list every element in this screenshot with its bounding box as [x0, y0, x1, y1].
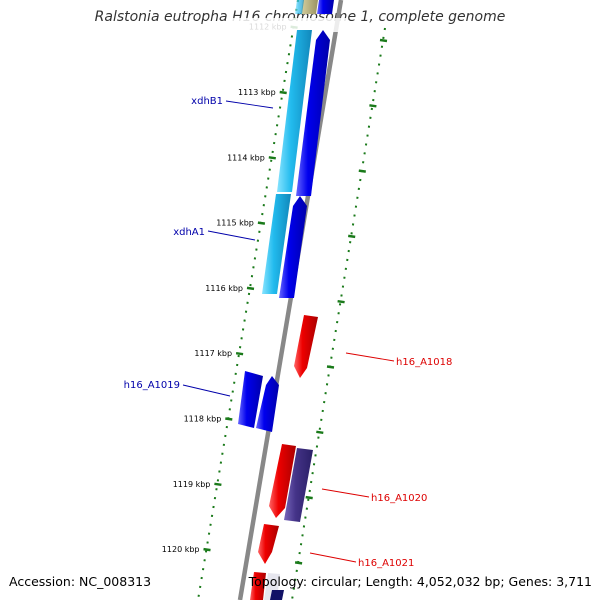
olive-feature — [301, 0, 318, 14]
major-tick-inner — [203, 547, 211, 552]
major-tick-outer — [348, 234, 356, 239]
leader-xdhB1 — [225, 100, 274, 109]
cyan-feature-top — [295, 0, 304, 14]
cds-h16_A1019-a — [238, 371, 263, 428]
leader-h16_A1019 — [182, 384, 231, 397]
topology-text: Topology: circular; Length: 4,052,032 bp… — [248, 574, 592, 589]
gene-features — [238, 0, 334, 600]
ruler-label: 1120 kbp — [162, 545, 200, 554]
major-tick-inner — [257, 221, 266, 225]
cds-h16_A1019-b — [256, 376, 279, 432]
cds-h16_A1020-red — [269, 444, 296, 518]
ruler-label: 1118 kbp — [184, 415, 222, 424]
major-tick-inner — [214, 482, 222, 487]
major-ticks — [203, 25, 388, 565]
blue-feature-top — [317, 0, 334, 14]
major-tick-outer — [326, 365, 335, 369]
label-xdhB1: xdhB1 — [191, 96, 223, 107]
major-tick-inner — [246, 286, 255, 291]
ruler-label: 1115 kbp — [216, 219, 254, 228]
cds-h16_A1018 — [294, 315, 318, 378]
navy-feature-bottom — [270, 590, 284, 600]
top-band — [228, 18, 348, 32]
cyan-feature-xdhB1 — [277, 30, 312, 192]
label-h16_A1019: h16_A1019 — [124, 380, 180, 391]
label-h16_A1021: h16_A1021 — [358, 558, 414, 569]
leader-h16_A1020 — [321, 488, 370, 498]
ruler-label: 1117 kbp — [194, 349, 232, 358]
accession-text: Accession: NC_008313 — [9, 574, 152, 589]
gene-labels: xdhB1 xdhA1 h16_A1019 h16_A1018 h16_A102… — [124, 96, 453, 569]
label-xdhA1: xdhA1 — [173, 227, 205, 238]
major-tick-inner — [279, 90, 287, 95]
cds-h16_A1020-purple — [284, 448, 313, 522]
leader-xdhA1 — [207, 230, 256, 241]
cyan-feature-xdhA1 — [262, 194, 291, 294]
ruler-label: 1119 kbp — [173, 480, 211, 489]
cds-xdhB1 — [296, 30, 330, 196]
leader-h16_A1018 — [345, 352, 395, 362]
label-h16_A1018: h16_A1018 — [396, 357, 452, 368]
leader-h16_A1021 — [309, 552, 357, 563]
label-h16_A1020: h16_A1020 — [371, 493, 427, 504]
cds-xdhA1 — [279, 196, 307, 298]
map-title: Ralstonia eutropha H16 chromosome 1, com… — [94, 9, 506, 25]
major-tick-outer — [337, 299, 345, 304]
ruler-label: 1114 kbp — [227, 153, 265, 162]
chromosome-backbone — [237, 0, 344, 600]
major-tick-outer — [305, 495, 313, 500]
major-tick-inner — [235, 351, 244, 356]
ruler-label: 1116 kbp — [205, 284, 243, 293]
red-feature-bottom — [250, 572, 266, 600]
ruler-label: 1113 kbp — [238, 88, 276, 97]
cds-h16_A1021 — [258, 524, 279, 564]
major-tick-outer — [379, 38, 388, 43]
major-tick-outer — [294, 561, 303, 565]
major-tick-outer — [369, 104, 377, 108]
major-tick-outer — [316, 430, 324, 435]
outer-tick-track — [291, 27, 386, 600]
major-tick-inner — [225, 417, 233, 421]
major-tick-inner — [268, 156, 276, 160]
major-tick-outer — [358, 169, 366, 173]
